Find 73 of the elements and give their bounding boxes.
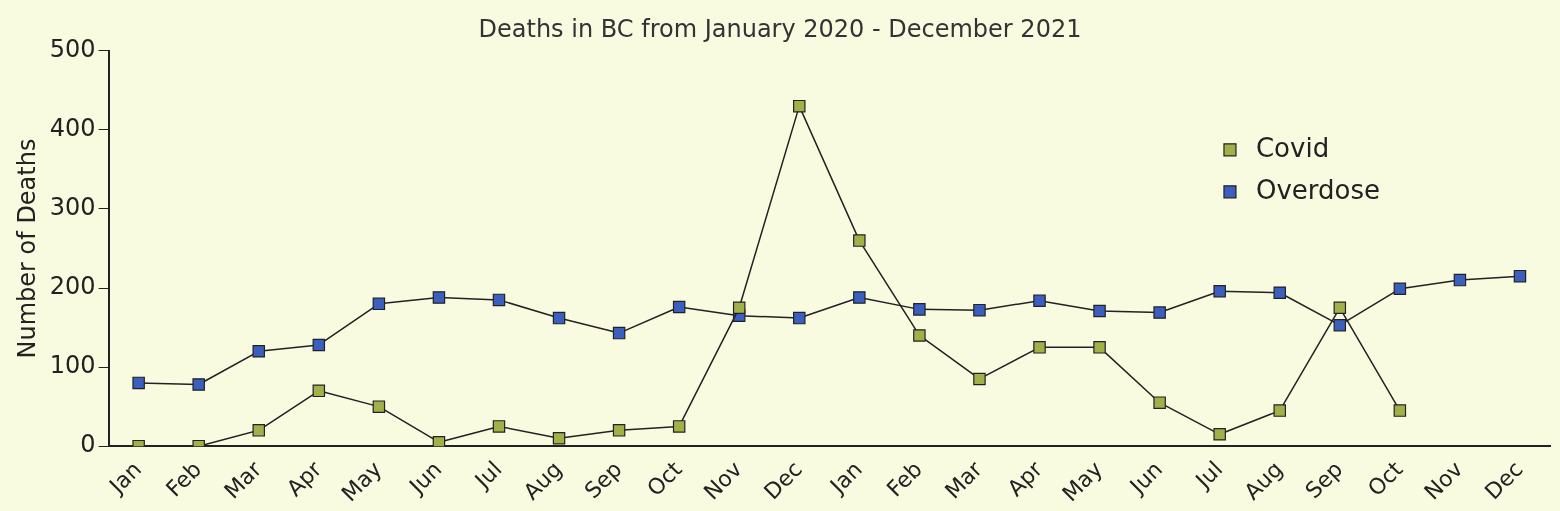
point (1273, 404, 1286, 417)
point (552, 311, 566, 325)
y-tick-label: 400 (49, 114, 96, 143)
x-tick-label: Mar (219, 455, 267, 504)
x-tick-label: Jun (1123, 456, 1168, 500)
point (432, 435, 446, 447)
point (312, 338, 326, 352)
point (372, 297, 386, 311)
point (973, 303, 986, 317)
point (853, 291, 866, 304)
y-axis-title: Number of Deaths (12, 138, 41, 359)
point (1393, 404, 1407, 417)
y-tick-label: 0 (80, 430, 96, 459)
legend-label: Overdose (1255, 174, 1381, 205)
x-tick-label: Dec (1479, 456, 1528, 505)
point (1153, 396, 1166, 409)
point (372, 400, 386, 413)
x-tick-label: Jan (103, 456, 147, 500)
chart-title: Deaths in BC from January 2020 - December 2021 (478, 14, 1082, 43)
point (552, 432, 566, 445)
point (252, 424, 266, 437)
x-tick-label: Jun (403, 456, 447, 500)
point (793, 311, 806, 325)
x-tick-label: Aug (1239, 456, 1288, 505)
point (1393, 282, 1407, 296)
x-tick-label: Oct (1362, 456, 1408, 501)
y-tick-label: 200 (49, 272, 96, 301)
x-tick-label: Sep (1300, 456, 1348, 504)
point (192, 378, 205, 391)
x-tick-label: Oct (642, 456, 687, 501)
point (1213, 428, 1226, 441)
point (1333, 318, 1347, 332)
point (492, 293, 506, 307)
point (672, 300, 686, 314)
y-tick-label: 500 (49, 35, 96, 64)
point (432, 291, 446, 304)
x-tick-label: Mar (939, 455, 988, 504)
x-tick-label: Sep (579, 456, 627, 504)
x-tick-label: Apr (1002, 455, 1048, 501)
point (913, 303, 926, 316)
x-tick-label: Jan (823, 456, 867, 500)
x-tick-label: Apr (281, 455, 328, 501)
point (312, 384, 326, 398)
point (252, 345, 266, 358)
point (793, 99, 806, 113)
point (1093, 341, 1106, 354)
point (612, 326, 626, 340)
point (732, 301, 746, 315)
x-tick-label: Dec (759, 456, 807, 505)
point (1273, 286, 1286, 300)
point (1513, 269, 1527, 283)
point (1033, 341, 1046, 354)
point (1153, 306, 1166, 319)
point (1213, 284, 1226, 298)
point (492, 420, 506, 433)
point (1453, 273, 1467, 287)
y-tick-label: 100 (49, 351, 96, 380)
point (672, 420, 686, 433)
point (1033, 294, 1046, 307)
point (913, 329, 926, 342)
x-tick-label: Jul (468, 456, 507, 495)
x-tick-label: Feb (161, 456, 207, 502)
point (973, 372, 986, 386)
point (612, 424, 626, 437)
x-tick-label: Feb (881, 456, 927, 502)
legend-label: Covid (1255, 132, 1330, 163)
point (853, 234, 866, 247)
x-tick-label: Jul (1189, 456, 1228, 495)
point (132, 376, 145, 390)
x-tick-label: Nov (1419, 456, 1468, 505)
point (1333, 301, 1347, 315)
y-tick-label: 300 (49, 193, 96, 222)
point (1093, 304, 1106, 318)
